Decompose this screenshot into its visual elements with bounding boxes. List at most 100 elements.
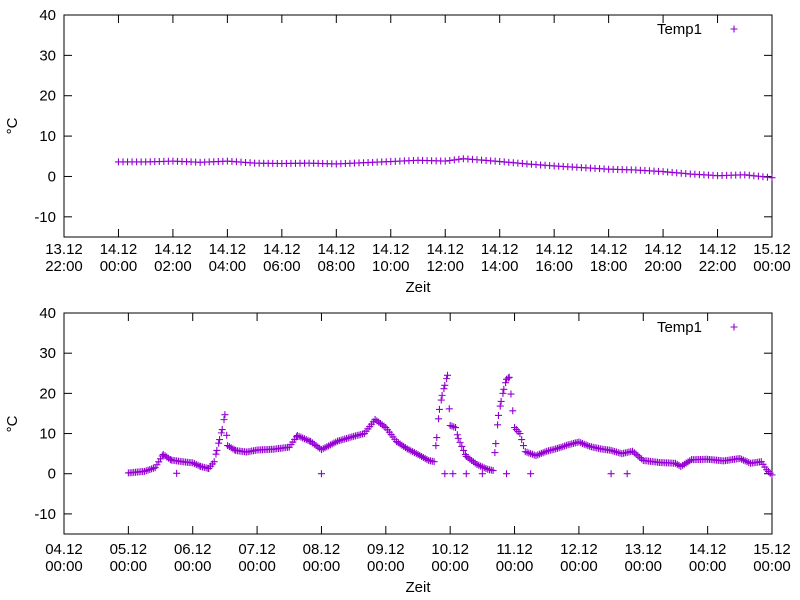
x-tick-time-label: 22:00 — [45, 258, 83, 275]
data-point — [173, 469, 181, 477]
data-point — [500, 385, 508, 393]
x-tick-date-label: 14.12 — [590, 241, 628, 258]
x-tick-time-label: 20:00 — [644, 258, 682, 275]
data-point — [516, 430, 524, 438]
y-tick-label: 10 — [39, 128, 56, 145]
x-tick-time-label: 10:00 — [372, 258, 410, 275]
data-point — [444, 371, 451, 379]
x-tick-time-label: 14:00 — [481, 258, 519, 275]
data-point — [494, 421, 502, 429]
data-point — [142, 467, 150, 475]
data-point — [768, 471, 776, 479]
x-tick-time-label: 02:00 — [154, 258, 192, 275]
y-tick-label: -10 — [34, 506, 56, 523]
legend-label: Temp1 — [657, 319, 702, 336]
plot-frame — [63, 312, 773, 535]
data-point — [559, 443, 567, 451]
x-tick-date-label: 11.12 — [496, 541, 532, 558]
data-point — [494, 411, 502, 419]
x-tick-time-label: 00:00 — [110, 558, 148, 575]
x-tick-time-label: 00:00 — [238, 558, 276, 575]
data-point — [458, 442, 466, 450]
y-tick-label: 20 — [39, 385, 56, 402]
data-point — [454, 434, 462, 442]
x-tick-date-label: 14.12 — [209, 241, 247, 258]
x-tick-time-label: 00:00 — [624, 558, 662, 575]
data-point — [450, 423, 458, 431]
x-tick-time-label: 00:00 — [753, 258, 791, 275]
x-tick-date-label: 10.12 — [431, 541, 469, 558]
data-point — [441, 157, 449, 165]
y-tick-label: 0 — [48, 466, 56, 483]
y-tick-label: 40 — [39, 7, 56, 24]
y-tick-label: 10 — [39, 426, 56, 443]
data-point — [489, 467, 497, 475]
data-point — [562, 441, 570, 449]
data-point — [213, 446, 221, 454]
data-point — [455, 155, 463, 163]
x-tick-date-label: 14.12 — [318, 241, 356, 258]
data-point — [766, 469, 774, 477]
data-point — [460, 446, 468, 454]
x-tick-date-label: 06.12 — [174, 541, 212, 558]
x-tick-time-label: 00:00 — [431, 558, 469, 575]
x-tick-date-label: 14.12 — [426, 241, 464, 258]
data-point — [607, 470, 615, 478]
series-Temp1 — [114, 155, 776, 182]
data-point — [634, 452, 642, 460]
data-point — [496, 402, 504, 410]
data-point — [144, 466, 152, 474]
y-tick-label: 40 — [39, 305, 56, 322]
data-point — [623, 470, 631, 478]
x-tick-time-label: 22:00 — [699, 258, 737, 275]
data-point — [768, 174, 776, 182]
data-point — [446, 157, 454, 165]
x-tick-date-label: 14.12 — [699, 241, 737, 258]
data-point — [433, 434, 441, 442]
x-axis-label: Zeit — [405, 279, 431, 296]
y-tick-label: -10 — [34, 209, 56, 226]
data-point — [440, 385, 448, 393]
data-point — [507, 390, 515, 398]
data-point — [478, 470, 486, 478]
x-tick-time-label: 00:00 — [45, 558, 83, 575]
data-point — [518, 436, 526, 444]
data-point — [210, 458, 218, 466]
x-tick-time-label: 00:00 — [367, 558, 405, 575]
data-point — [443, 375, 451, 383]
data-point — [449, 470, 457, 478]
x-tick-date-label: 14.12 — [689, 541, 727, 558]
data-point — [146, 466, 154, 474]
data-point — [445, 405, 453, 413]
data-point — [148, 465, 156, 473]
x-tick-time-label: 00:00 — [560, 558, 598, 575]
data-point — [499, 389, 507, 397]
data-point — [450, 156, 458, 164]
data-point — [502, 379, 510, 387]
x-tick-time-label: 06:00 — [263, 258, 301, 275]
data-point — [557, 443, 565, 451]
x-tick-time-label: 08:00 — [318, 258, 356, 275]
data-point — [509, 407, 517, 415]
data-point — [630, 449, 638, 457]
data-point — [561, 442, 569, 450]
x-tick-date-label: 14.12 — [481, 241, 519, 258]
x-tick-time-label: 12:00 — [426, 258, 464, 275]
data-point — [497, 397, 505, 405]
x-tick-date-label: 12.12 — [560, 541, 598, 558]
data-point — [216, 436, 224, 444]
x-tick-time-label: 00:00 — [689, 558, 727, 575]
data-point — [435, 415, 443, 423]
x-tick-date-label: 14.12 — [154, 241, 192, 258]
x-tick-time-label: 00:00 — [100, 258, 138, 275]
data-point — [456, 438, 464, 446]
data-point — [435, 405, 443, 413]
data-point — [441, 470, 449, 478]
data-point — [452, 424, 460, 432]
y-axis-label: °C — [4, 117, 21, 134]
x-tick-date-label: 15.12 — [753, 241, 791, 258]
data-point — [438, 391, 446, 399]
data-point — [217, 429, 225, 437]
data-point — [555, 444, 563, 452]
x-tick-date-label: 04.12 — [45, 541, 83, 558]
